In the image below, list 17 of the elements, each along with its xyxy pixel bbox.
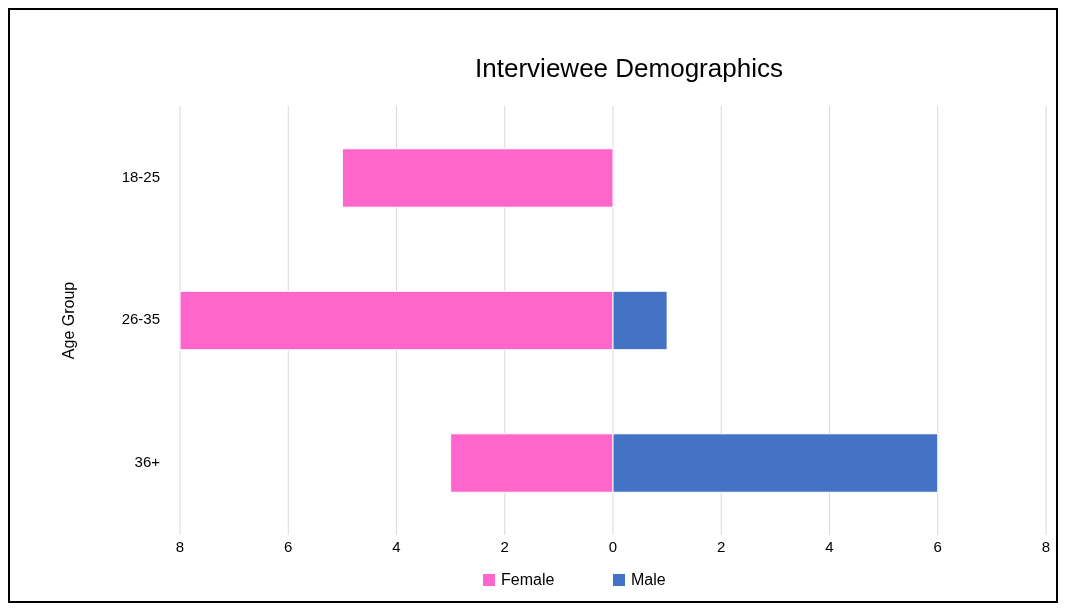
x-tick-label: 4: [825, 537, 834, 555]
y-tick-label: 26-35: [121, 310, 160, 328]
legend-label: Female: [501, 571, 555, 589]
chart-title: Interviewee Demographics: [475, 52, 783, 83]
x-tick-label: 0: [608, 537, 618, 555]
y-axis-title: Age Group: [60, 281, 78, 360]
y-tick-label: 36+: [134, 452, 161, 470]
x-tick-label: 2: [500, 537, 509, 555]
x-tick-label: 8: [1041, 537, 1051, 555]
x-tick-label: 4: [392, 537, 401, 555]
x-tick-label: 6: [284, 537, 293, 555]
y-tick-label: 18-25: [121, 167, 160, 185]
bar: [341, 148, 614, 208]
x-tick-label: 8: [175, 537, 185, 555]
x-tick-label: 6: [933, 537, 942, 555]
legend-label: Male: [631, 571, 666, 589]
x-tick-label: 2: [717, 537, 726, 555]
